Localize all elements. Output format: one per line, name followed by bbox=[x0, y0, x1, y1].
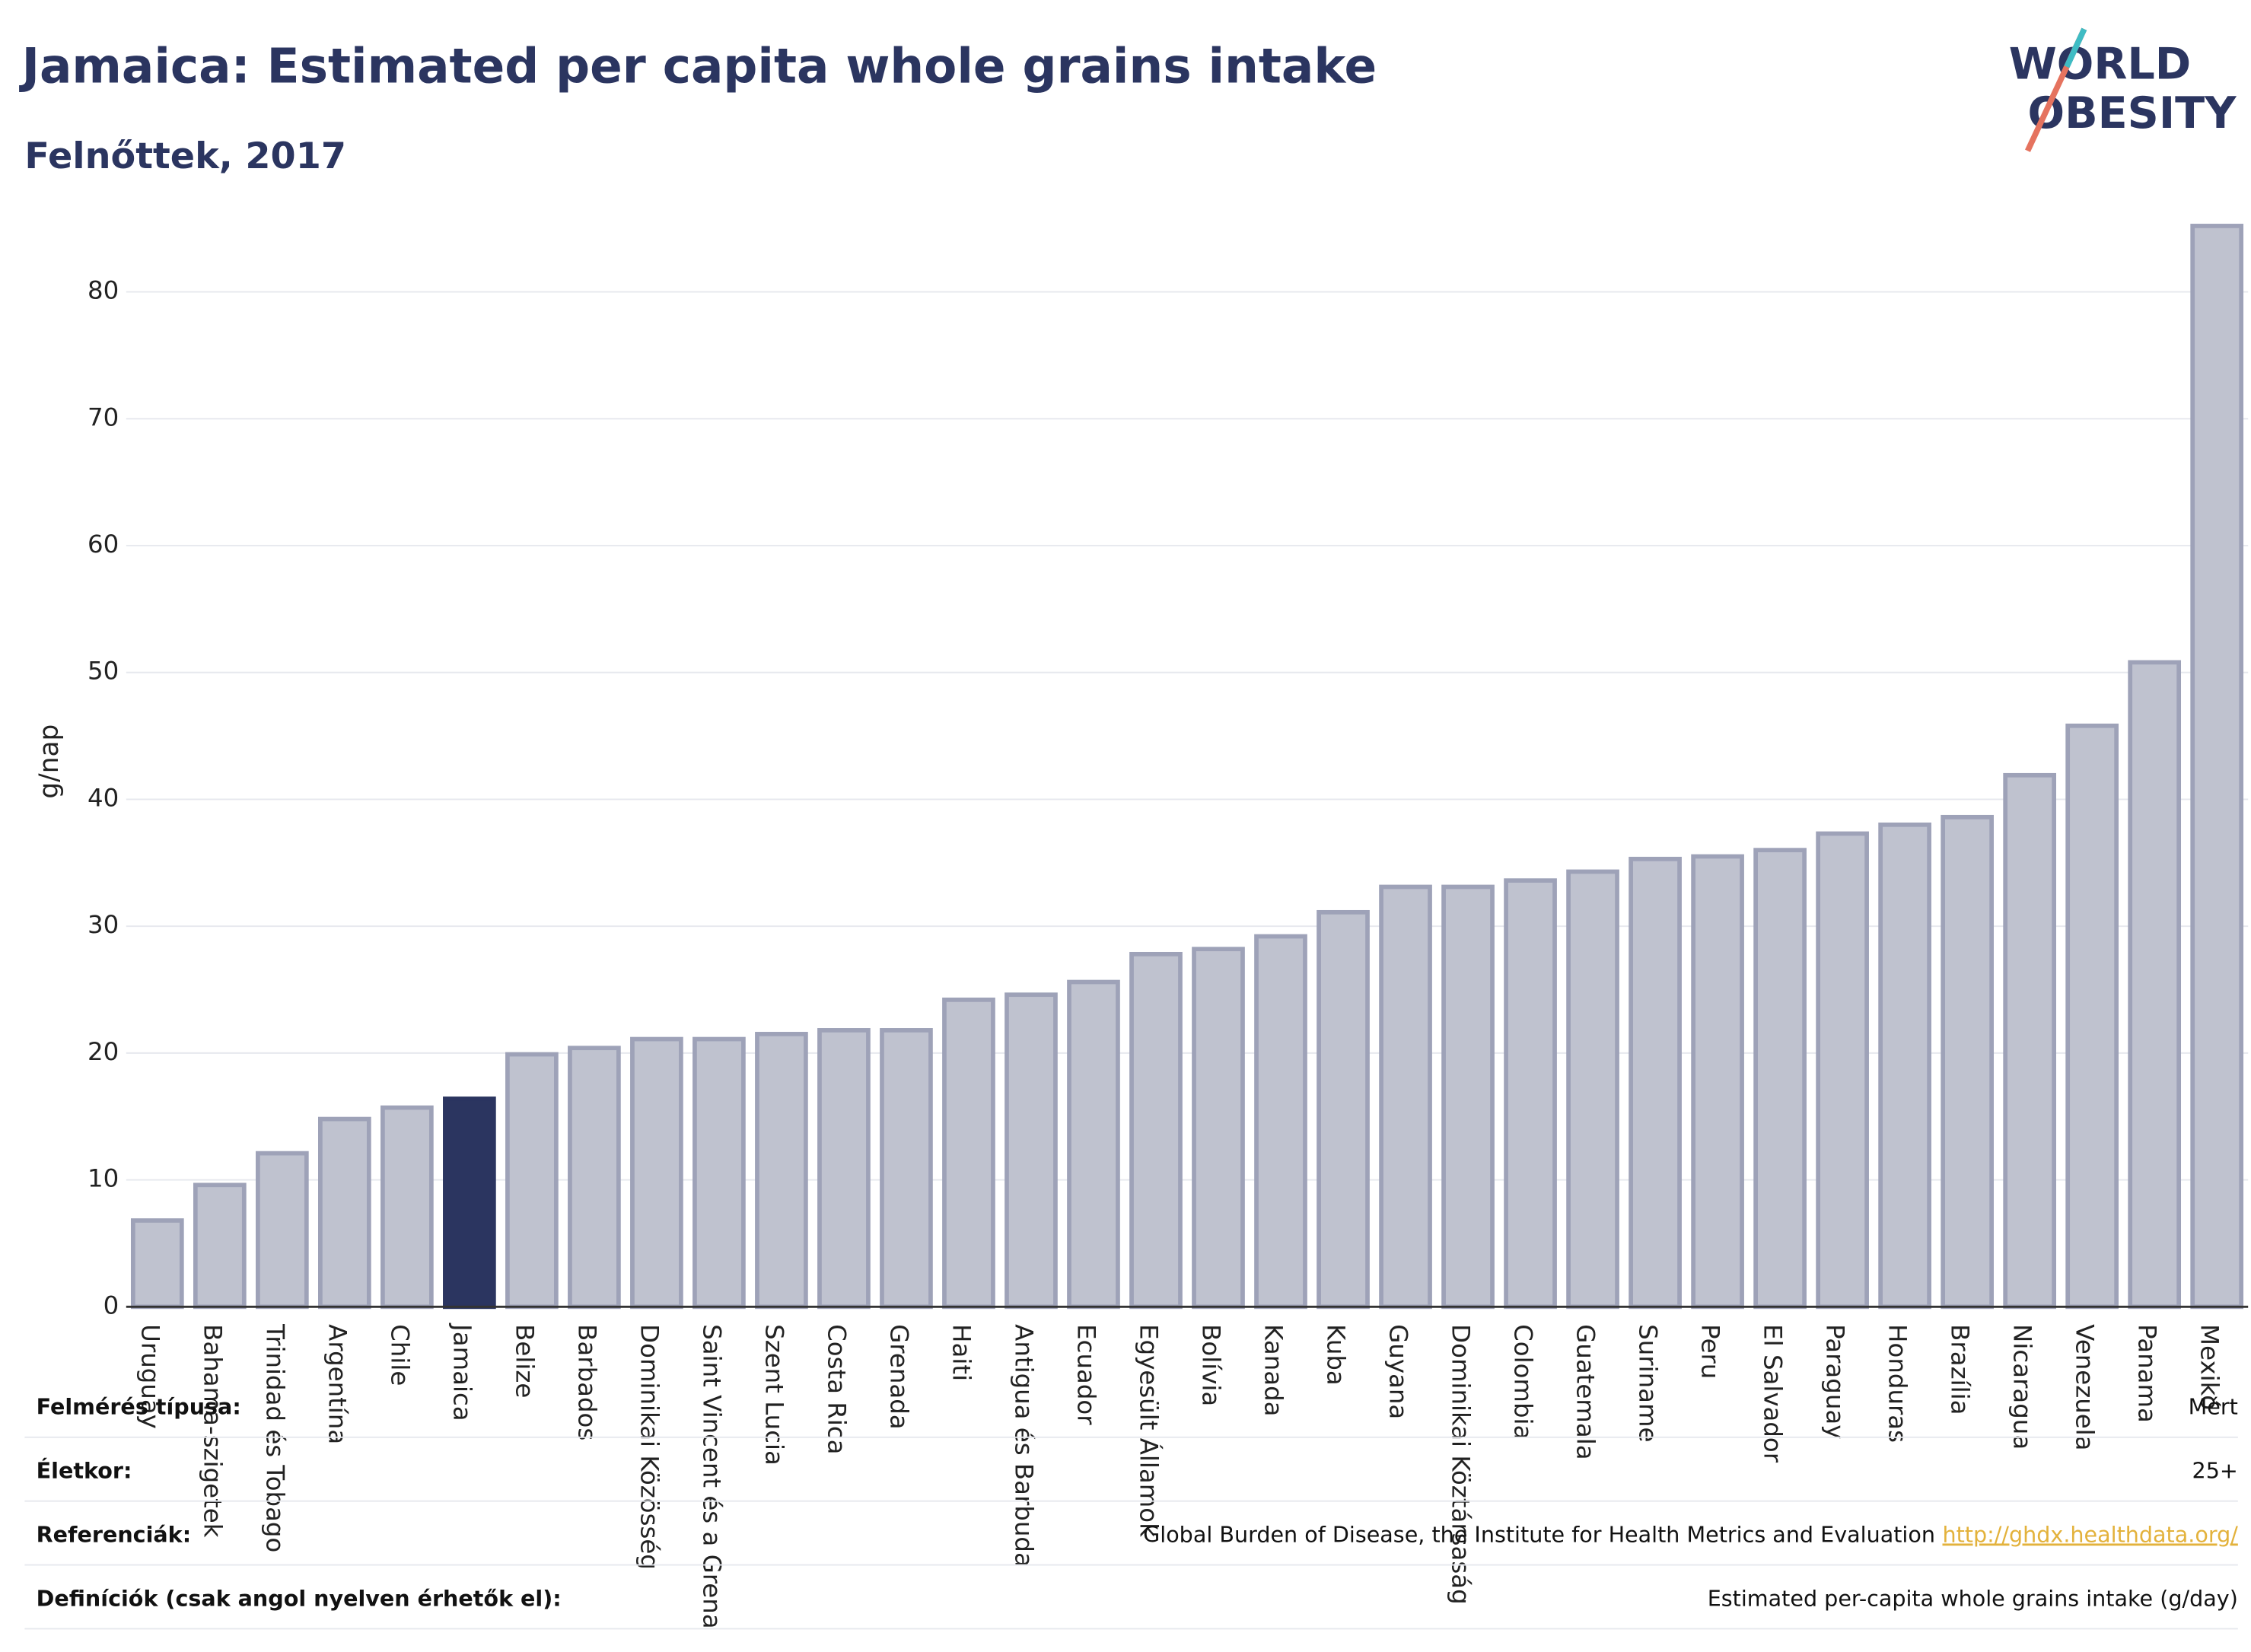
bar bbox=[318, 1116, 371, 1310]
x-tick-label: Saint Vincent és a Grena bbox=[697, 1324, 726, 1628]
x-tick-label: Egyesült Államok bbox=[1135, 1324, 1164, 1537]
x-tick-label: Paraguay bbox=[1821, 1324, 1850, 1439]
x-tick-label: Nicaragua bbox=[2008, 1324, 2037, 1450]
x-tick-label: Barbados bbox=[572, 1324, 601, 1440]
logo-text: OBESITY bbox=[2027, 88, 2237, 138]
bar bbox=[2003, 772, 2056, 1310]
x-tick-label: Belize bbox=[510, 1324, 539, 1398]
y-tick-label: 60 bbox=[88, 530, 119, 559]
bar bbox=[193, 1183, 247, 1310]
table-label: Életkor: bbox=[37, 1458, 132, 1484]
bar bbox=[755, 1032, 808, 1310]
y-tick-label: 10 bbox=[88, 1164, 119, 1193]
x-tick-label: Guyana bbox=[1384, 1324, 1413, 1419]
bar bbox=[1629, 856, 1682, 1310]
x-tick-label: Costa Rica bbox=[823, 1324, 852, 1454]
x-tick-label: Dominikai Közösség bbox=[635, 1324, 664, 1570]
table-value-text: Estimated per-capita whole grains intake… bbox=[1708, 1585, 2238, 1611]
x-tick-label: Bahama-szigetek bbox=[198, 1324, 227, 1538]
x-tick-label: Argentína bbox=[323, 1324, 352, 1444]
x-tick-label: Guatemala bbox=[1571, 1324, 1600, 1459]
bar bbox=[1691, 854, 1744, 1310]
x-tick-label: Honduras bbox=[1883, 1324, 1912, 1443]
bar bbox=[692, 1036, 746, 1310]
x-tick-label: Grenada bbox=[885, 1324, 914, 1429]
x-tick-label: Jamaica bbox=[447, 1323, 476, 1421]
chart-subtitle: Felnőttek, 2017 bbox=[24, 135, 346, 177]
bar bbox=[1441, 884, 1495, 1310]
table-label: Referenciák: bbox=[37, 1521, 191, 1547]
x-tick-label: Kanada bbox=[1259, 1324, 1288, 1416]
x-tick-label: Ecuador bbox=[1072, 1324, 1101, 1425]
x-tick-label: Antigua és Barbuda bbox=[1010, 1324, 1039, 1568]
bar bbox=[1005, 992, 1058, 1310]
table-value: 25+ bbox=[2192, 1458, 2238, 1484]
x-tick-label: Brazília bbox=[1946, 1324, 1975, 1415]
y-tick-label: 30 bbox=[88, 910, 119, 939]
table-value: Estimated per-capita whole grains intake… bbox=[1708, 1585, 2238, 1611]
logo-text: WORLD bbox=[2009, 39, 2192, 89]
y-tick-label: 0 bbox=[103, 1291, 119, 1319]
x-tick-label: Mexikó bbox=[2195, 1324, 2224, 1410]
bar bbox=[1816, 831, 1869, 1310]
bar bbox=[255, 1151, 309, 1310]
x-tick-label: Uruguay bbox=[135, 1324, 164, 1429]
bar bbox=[130, 1218, 184, 1310]
y-tick-label: 70 bbox=[88, 403, 119, 431]
x-tick-label: Szent Lucia bbox=[759, 1324, 788, 1466]
logo: WORLD OBESITY bbox=[2009, 27, 2237, 152]
bar bbox=[505, 1052, 559, 1310]
x-tick-label: Kuba bbox=[1322, 1324, 1351, 1386]
bar bbox=[1129, 951, 1183, 1310]
table-value-text: 25+ bbox=[2192, 1458, 2238, 1484]
y-tick-label: 20 bbox=[88, 1037, 119, 1066]
bar bbox=[1192, 947, 1245, 1310]
bar bbox=[568, 1046, 621, 1310]
x-tick-label: Venezuela bbox=[2071, 1324, 2100, 1450]
bar bbox=[1941, 814, 1994, 1310]
bar bbox=[630, 1036, 683, 1310]
y-tick-label: 50 bbox=[88, 657, 119, 686]
x-tick-label: Bolívia bbox=[1197, 1324, 1226, 1406]
table-value: Mért bbox=[2189, 1394, 2238, 1420]
bar bbox=[443, 1097, 496, 1310]
bar bbox=[2128, 660, 2182, 1310]
bar bbox=[1379, 884, 1432, 1310]
bar bbox=[1753, 848, 1807, 1310]
x-tick-label: Colombia bbox=[1509, 1324, 1538, 1440]
y-tick-label: 80 bbox=[88, 276, 119, 305]
bar bbox=[380, 1105, 434, 1310]
logo-slash bbox=[2064, 27, 2087, 68]
x-tick-label: Dominikai Köztársaság bbox=[1447, 1324, 1476, 1604]
bar bbox=[942, 998, 995, 1310]
chart-title: Jamaica: Estimated per capita whole grai… bbox=[19, 39, 1377, 94]
x-tick-label: Chile bbox=[385, 1324, 414, 1386]
x-tick-label: El Salvador bbox=[1759, 1324, 1788, 1463]
x-tick-label: Panama bbox=[2133, 1324, 2162, 1423]
bar bbox=[2190, 224, 2244, 1310]
bar bbox=[2065, 723, 2119, 1310]
table-value-text: Global Burden of Disease, the Institute … bbox=[1143, 1521, 1935, 1547]
x-tick-label: Haiti bbox=[947, 1324, 976, 1381]
x-tick-label: Suriname bbox=[1634, 1324, 1663, 1442]
table-label: Definíciók (csak angol nyelven érhetők e… bbox=[37, 1585, 562, 1611]
bar bbox=[1317, 909, 1370, 1310]
table-value: Global Burden of Disease, the Institute … bbox=[1143, 1521, 2238, 1547]
bar bbox=[817, 1028, 871, 1310]
bar bbox=[880, 1028, 933, 1310]
reference-link[interactable]: http://ghdx.healthdata.org/ bbox=[1942, 1521, 2238, 1547]
bar bbox=[1254, 934, 1307, 1310]
bar bbox=[1504, 878, 1557, 1310]
y-tick-label: 40 bbox=[88, 783, 119, 812]
bar bbox=[1067, 979, 1120, 1310]
x-tick-label: Peru bbox=[1696, 1324, 1725, 1379]
table-value-text: Mért bbox=[2189, 1394, 2238, 1420]
bar bbox=[1566, 869, 1619, 1310]
table-label: Felmérés típusa: bbox=[37, 1394, 241, 1420]
y-axis-label: g/nap bbox=[34, 724, 65, 799]
bar bbox=[1878, 822, 1931, 1310]
